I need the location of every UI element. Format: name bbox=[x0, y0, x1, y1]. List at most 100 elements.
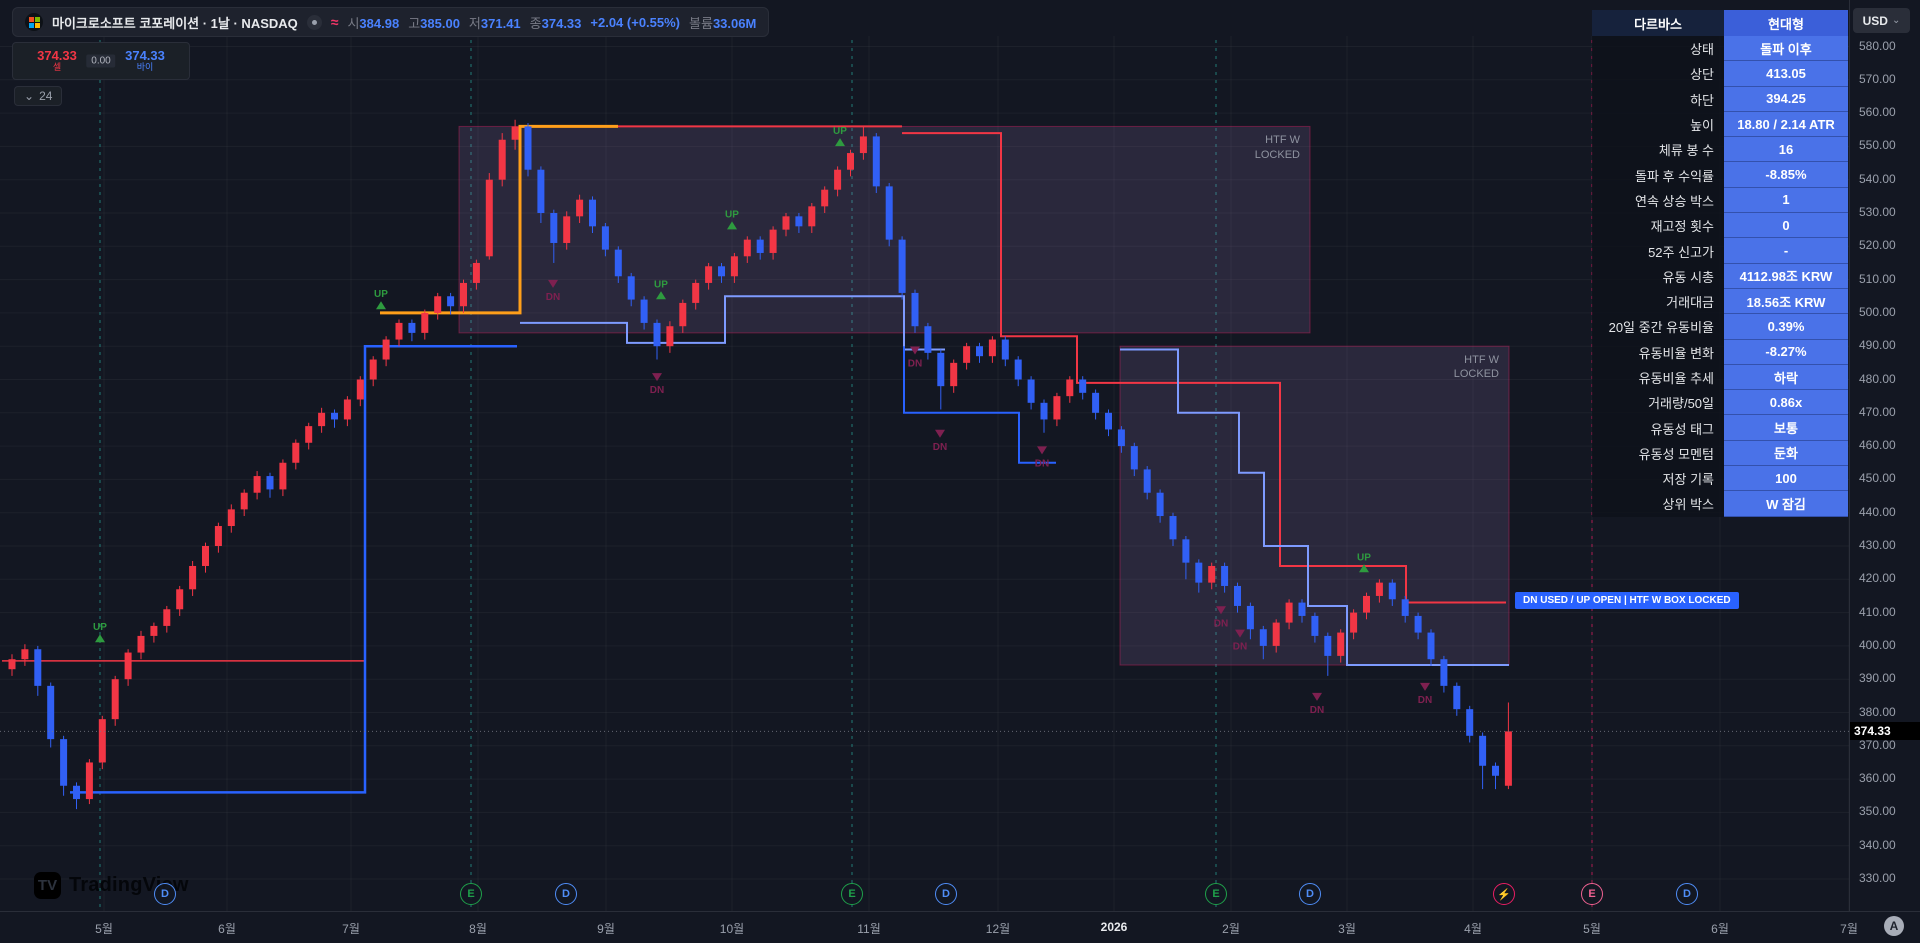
panel-label: 유동비율 변화 bbox=[1592, 339, 1724, 365]
panel-header: 다르바스 현대형 bbox=[1592, 10, 1848, 36]
trade-widget: 374.33 셀 374.33 바이 0.00 bbox=[12, 42, 190, 80]
tradingview-logo[interactable]: TV TradingView bbox=[34, 872, 189, 899]
close-field: 종374.33 bbox=[529, 15, 582, 31]
dn-marker: DN bbox=[650, 385, 664, 396]
dividend-badge[interactable]: D bbox=[1299, 883, 1321, 905]
panel-row: 52주 신고가 - bbox=[1592, 238, 1848, 264]
panel-value: 돌파 이후 bbox=[1724, 36, 1848, 62]
sell-button[interactable]: 374.33 셀 bbox=[13, 43, 101, 79]
box-status-flag: DN USED / UP OPEN | HTF W BOX LOCKED bbox=[1515, 592, 1739, 610]
legend-collapse-button[interactable]: ⌄ 24 bbox=[14, 86, 63, 106]
panel-label: 상위 박스 bbox=[1592, 491, 1724, 517]
time-tick-label: 8월 bbox=[469, 922, 487, 936]
time-tick-label: 6월 bbox=[1711, 922, 1729, 936]
panel-value: 394.25 bbox=[1724, 86, 1848, 112]
symbol-title: 마이크로소프트 코포레이션 · 1날 · NASDAQ bbox=[52, 15, 298, 31]
panel-label: 저장 기록 bbox=[1592, 466, 1724, 492]
panel-label: 연속 상승 박스 bbox=[1592, 187, 1724, 214]
price-tick-label: 480.00 bbox=[1859, 371, 1896, 386]
event-bolt-badge[interactable]: ⚡ bbox=[1493, 883, 1515, 905]
msft-logo-icon bbox=[25, 13, 43, 31]
panel-value: 0 bbox=[1724, 213, 1848, 239]
dn-marker: DN bbox=[1035, 458, 1049, 469]
panel-label: 거래대금 bbox=[1592, 288, 1724, 315]
price-axis[interactable]: 580.00 570.00 560.00 550.00 540.00 530.00 520.… bbox=[1849, 0, 1920, 911]
panel-label: 유동비율 추세 bbox=[1592, 364, 1724, 391]
panel-row: 재고정 횟수 0 bbox=[1592, 213, 1848, 239]
dividend-badge[interactable]: D bbox=[1676, 883, 1698, 905]
price-tick-label: 450.00 bbox=[1859, 471, 1896, 486]
panel-label: 52주 신고가 bbox=[1592, 238, 1724, 264]
price-tick-label: 520.00 bbox=[1859, 238, 1896, 253]
panel-row: 돌파 후 수익률 -8.85% bbox=[1592, 162, 1848, 188]
tradingview-logo-icon: TV bbox=[34, 872, 61, 899]
time-tick-label: 6월 bbox=[218, 922, 236, 936]
panel-row: 거래대금 18.56조 KRW bbox=[1592, 288, 1848, 315]
time-tick-label: 2월 bbox=[1222, 922, 1240, 936]
session-icon bbox=[306, 14, 322, 30]
panel-row: 유동 시총 4112.98조 KRW bbox=[1592, 263, 1848, 289]
price-tick-label: 510.00 bbox=[1859, 271, 1896, 286]
price-tick-label: 400.00 bbox=[1859, 637, 1896, 652]
panel-header-right: 현대형 bbox=[1724, 10, 1848, 36]
dn-marker: DN bbox=[1418, 695, 1432, 706]
dividend-badge[interactable]: D bbox=[935, 883, 957, 905]
dn-marker: DN bbox=[933, 442, 947, 453]
panel-value: W 잠김 bbox=[1724, 491, 1848, 517]
panel-rows: 상태 돌파 이후 상단 413.05 하단 394.25 높이 18.80 / 2.14 AT… bbox=[1592, 36, 1848, 517]
time-tick-label: 2026 bbox=[1100, 920, 1128, 934]
dn-marker: DN bbox=[1233, 642, 1247, 653]
panel-value: 하락 bbox=[1724, 364, 1848, 391]
high-field: 고385.00 bbox=[408, 15, 460, 31]
panel-label: 재고정 횟수 bbox=[1592, 213, 1724, 239]
dn-marker: DN bbox=[908, 359, 922, 370]
up-marker: UP bbox=[93, 622, 107, 633]
panel-label: 돌파 후 수익률 bbox=[1592, 162, 1724, 188]
panel-row: 저장 기록 100 bbox=[1592, 466, 1848, 492]
dn-marker: DN bbox=[1214, 618, 1228, 629]
panel-value: 1 bbox=[1724, 187, 1848, 214]
price-tick-label: 440.00 bbox=[1859, 504, 1896, 519]
price-tick-label: 500.00 bbox=[1859, 304, 1896, 319]
price-tick-label: 430.00 bbox=[1859, 538, 1896, 552]
dn-marker: DN bbox=[1310, 705, 1324, 716]
buy-button[interactable]: 374.33 바이 bbox=[101, 43, 189, 79]
panel-label: 유동성 태그 bbox=[1592, 415, 1724, 441]
panel-row: 거래량/50일 0.86x bbox=[1592, 390, 1848, 416]
price-tick-label: 490.00 bbox=[1859, 338, 1896, 353]
earnings-badge[interactable]: E bbox=[460, 883, 482, 905]
panel-label: 체류 봉 수 bbox=[1592, 137, 1724, 163]
price-tick-label: 360.00 bbox=[1859, 771, 1896, 786]
price-tick-label: 410.00 bbox=[1859, 604, 1896, 619]
chevron-down-icon: ⌄ bbox=[24, 89, 35, 103]
dividend-badge[interactable]: D bbox=[154, 883, 176, 905]
up-marker: UP bbox=[374, 289, 388, 300]
up-marker: UP bbox=[1357, 552, 1371, 563]
dn-marker: DN bbox=[546, 292, 560, 303]
symbol-bar[interactable]: 마이크로소프트 코포레이션 · 1날 · NASDAQ ≈ 시384.98 고3… bbox=[12, 7, 770, 37]
time-tick-label: 9월 bbox=[597, 922, 615, 936]
buy-label: 바이 bbox=[136, 62, 154, 73]
price-tick-label: 570.00 bbox=[1859, 71, 1896, 86]
currency-button[interactable]: USD ⌄ bbox=[1853, 8, 1910, 33]
dividend-badge[interactable]: D bbox=[555, 883, 577, 905]
wave-icon: ≈ bbox=[330, 14, 339, 30]
time-tick-label: 7월 bbox=[1840, 922, 1858, 936]
darvas-panel: 다르바스 현대형 상태 돌파 이후 상단 413.05 하단 394.25 높이 18.80 … bbox=[1592, 10, 1848, 517]
buy-price: 374.33 bbox=[125, 47, 165, 63]
panel-value: 18.56조 KRW bbox=[1724, 288, 1848, 315]
panel-value: 100 bbox=[1724, 466, 1848, 492]
panel-value: 둔화 bbox=[1724, 440, 1848, 467]
price-tick-label: 380.00 bbox=[1859, 704, 1896, 719]
panel-value: 18.80 / 2.14 ATR bbox=[1724, 111, 1848, 138]
time-tick-label: 3월 bbox=[1338, 922, 1356, 936]
time-axis[interactable]: 5월 6월 7월 8월 9월 10월 11월 12월 2026 2월 3월 4월 5월 6월 7월 bbox=[0, 911, 1920, 943]
earnings-badge[interactable]: E bbox=[841, 883, 863, 905]
panel-row: 유동비율 추세 하락 bbox=[1592, 364, 1848, 391]
earnings-badge[interactable]: E bbox=[1205, 883, 1227, 905]
axis-settings-button[interactable]: A bbox=[1884, 916, 1904, 936]
time-tick-label: 11월 bbox=[857, 922, 881, 936]
spread-value: 0.00 bbox=[86, 54, 116, 68]
earnings-badge[interactable]: E bbox=[1581, 883, 1603, 905]
